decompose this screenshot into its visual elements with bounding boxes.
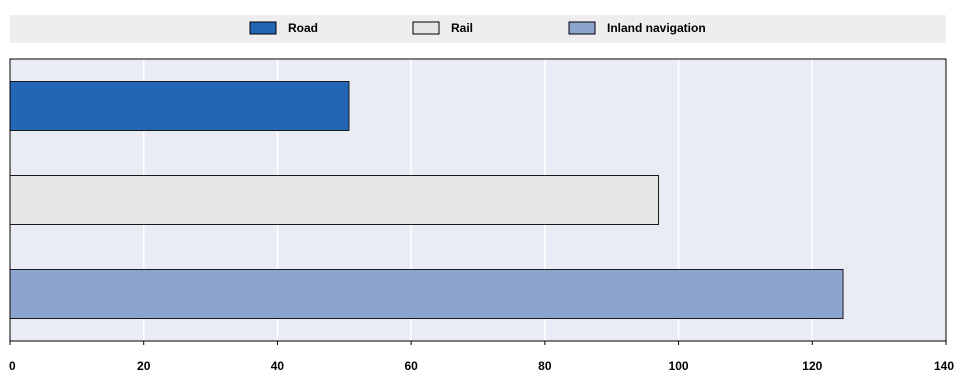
plot-frame	[9, 58, 947, 342]
x-tick-label-80: 80	[538, 359, 552, 373]
x-tick-label-20: 20	[137, 359, 151, 373]
bar-road	[9, 81, 350, 131]
bar-inland-navigation	[9, 269, 844, 319]
legend-label-rail: Rail	[451, 21, 473, 35]
x-tick-label-60: 60	[404, 359, 418, 373]
x-tick-label-40: 40	[271, 359, 285, 373]
x-axis: 0 20 40 60 80 100 120 140	[9, 341, 954, 373]
bar-rail	[9, 175, 660, 225]
legend-label-road: Road	[288, 21, 318, 35]
x-tick-label-120: 120	[802, 359, 822, 373]
legend-background	[10, 15, 946, 43]
x-tick-label-140: 140	[934, 359, 954, 373]
legend-swatch-rail	[412, 21, 440, 35]
legend-label-inland-navigation: Inland navigation	[607, 21, 706, 35]
legend: Road Rail Inland navigation	[10, 15, 946, 43]
legend-swatch-inland-navigation	[568, 21, 596, 35]
x-tick-label-0: 0	[9, 359, 16, 373]
bars	[9, 81, 844, 319]
x-tick-label-100: 100	[669, 359, 689, 373]
legend-swatch-road	[249, 21, 277, 35]
